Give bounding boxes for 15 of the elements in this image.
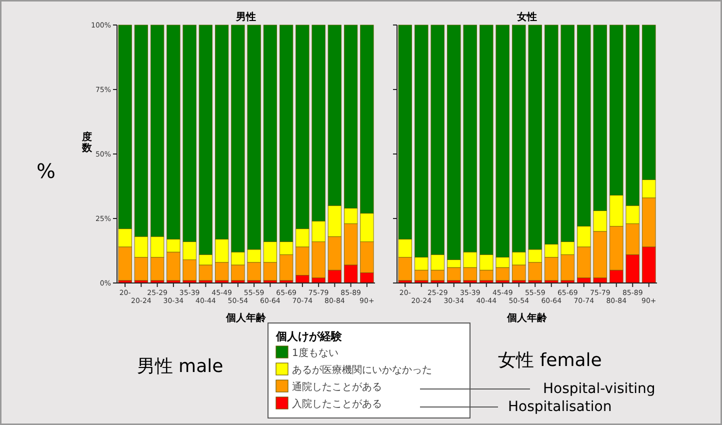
legend-label: あるが医療機関にいかなかった (292, 364, 432, 376)
text: Hospital-visiting (543, 381, 656, 397)
text: 女性 female (498, 350, 602, 371)
y-axis-title: 度数 (81, 131, 93, 154)
x-axis-title: 個人年齢 (506, 312, 548, 324)
chart-title: 女性 (516, 11, 537, 23)
x-axis-title: 個人年齢 (225, 312, 267, 324)
text: 男性 male (136, 356, 224, 377)
text: % (36, 159, 56, 183)
legend-title: 個人けが経験 (275, 330, 343, 343)
legend-label: 通院したことがある (292, 381, 382, 393)
legend-label: 1度もない (292, 347, 338, 359)
chart-title: 男性 (235, 11, 256, 23)
text: Hospitalisation (508, 399, 612, 415)
legend-label: 入院したことがある (292, 398, 382, 410)
